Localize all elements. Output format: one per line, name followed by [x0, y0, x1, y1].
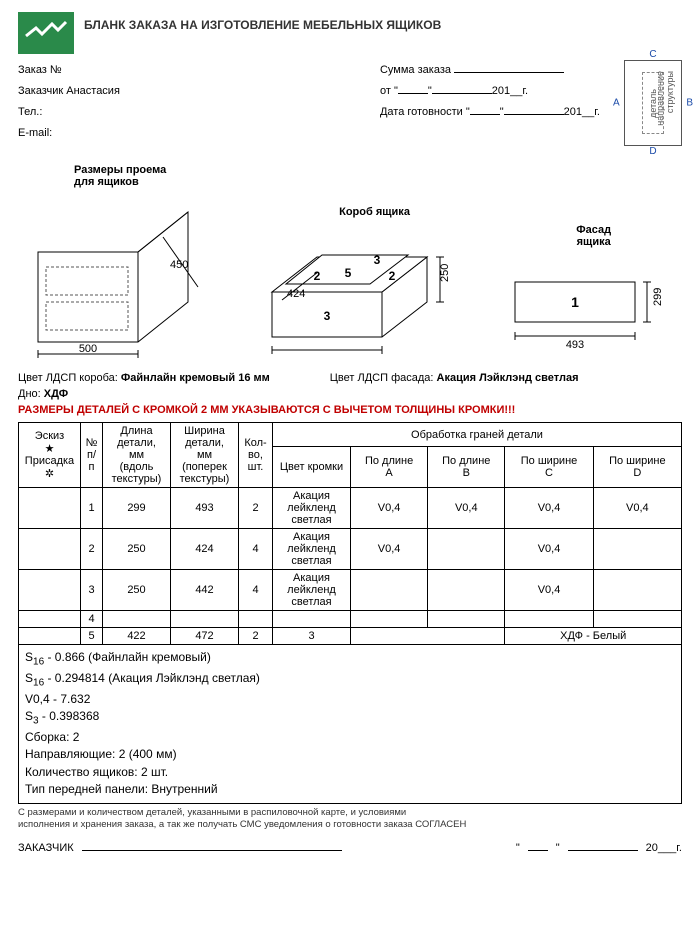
svg-text:1: 1 [571, 294, 579, 310]
svg-text:299: 299 [652, 288, 664, 306]
svg-text:5: 5 [344, 266, 351, 280]
ldsp-box-value: Файнлайн кремовый 16 мм [121, 372, 270, 384]
svg-text:493: 493 [566, 339, 584, 351]
svg-text:2: 2 [388, 269, 395, 283]
svg-text:2: 2 [313, 269, 320, 283]
bottom-label: Дно: [18, 388, 41, 400]
customer-value: Анастасия [66, 85, 120, 97]
opening-diagram: 500 450 [18, 192, 228, 362]
svg-text:3: 3 [373, 253, 380, 267]
table-row: 542247223ХДФ - Белый [19, 628, 682, 645]
structure-direction-box: A B C D деталь направление структуры [624, 60, 682, 146]
sum-label: Сумма заказа [380, 64, 451, 76]
ldsp-facade-value: Акация Лэйклэнд светлая [437, 372, 579, 384]
svg-text:500: 500 [79, 343, 97, 355]
email-label: E-mail: [18, 127, 52, 139]
table-row: 4 [19, 611, 682, 628]
order-no-label: Заказ № [18, 64, 62, 76]
customer-label: Заказчик [18, 85, 63, 97]
parts-table: Эскиз ★ Присадка ✲ № п/ п Длина детали, … [18, 422, 682, 645]
ldsp-box-label: Цвет ЛДСП короба: [18, 372, 118, 384]
svg-text:3: 3 [323, 309, 330, 323]
table-row: 32504424Акация лейкленд светлаяV0,4 [19, 570, 682, 611]
table-row: 12994932Акация лейкленд светлаяV0,4V0,4V… [19, 488, 682, 529]
ldsp-facade-label: Цвет ЛДСП фасада: [330, 372, 434, 384]
page-title: БЛАНК ЗАКАЗА НА ИЗГОТОВЛЕНИЕ МЕБЕЛЬНЫХ Я… [84, 12, 441, 32]
tel-label: Тел.: [18, 106, 42, 118]
sign-label: ЗАКАЗЧИК [18, 842, 74, 854]
facade-title: Фасад ящика [505, 224, 682, 248]
opening-title: Размеры проема для ящиков [74, 164, 244, 188]
box-diagram: 3 3 2 2 5 424 250 [262, 222, 472, 362]
svg-text:424: 424 [287, 288, 305, 300]
from-label: от [380, 85, 391, 97]
year-stub: 201__г. [492, 85, 528, 97]
table-row: 22504244Акация лейкленд светлаяV0,4V0,4 [19, 529, 682, 570]
svg-text:250: 250 [439, 264, 451, 282]
bottom-value: ХДФ [44, 388, 68, 400]
box-title: Короб ящика [262, 206, 488, 218]
consent-footnote: С размерами и количеством деталей, указа… [18, 807, 682, 831]
svg-text:450: 450 [170, 259, 188, 271]
ready-label: Дата готовности [380, 106, 463, 118]
summary-box: S16 - 0.866 (Файнлайн кремовый)S16 - 0.2… [18, 645, 682, 804]
logo [18, 12, 74, 54]
facade-diagram: 1 493 299 [505, 252, 675, 362]
red-warning: РАЗМЕРЫ ДЕТАЛЕЙ С КРОМКОЙ 2 ММ УКАЗЫВАЮТ… [18, 404, 682, 416]
